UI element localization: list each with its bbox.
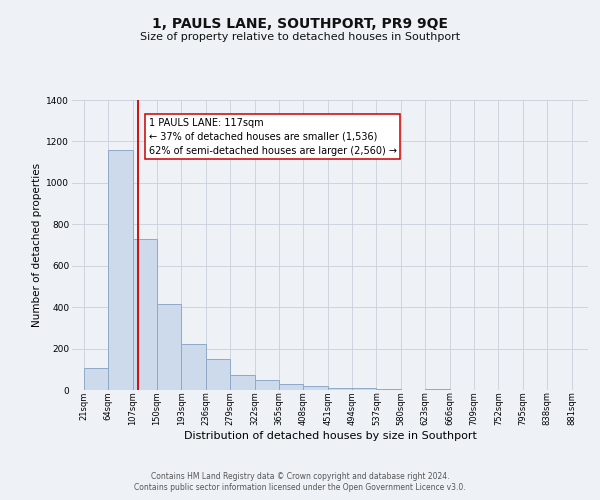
Bar — [206, 360, 230, 390]
X-axis label: Distribution of detached houses by size in Southport: Distribution of detached houses by size … — [184, 431, 476, 441]
Bar — [304, 386, 328, 390]
Bar — [181, 344, 206, 390]
Bar — [230, 375, 254, 390]
Bar — [84, 368, 108, 390]
Text: Size of property relative to detached houses in Southport: Size of property relative to detached ho… — [140, 32, 460, 42]
Bar — [376, 389, 401, 390]
Text: Contains HM Land Registry data © Crown copyright and database right 2024.: Contains HM Land Registry data © Crown c… — [151, 472, 449, 481]
Text: Contains public sector information licensed under the Open Government Licence v3: Contains public sector information licen… — [134, 484, 466, 492]
Text: 1, PAULS LANE, SOUTHPORT, PR9 9QE: 1, PAULS LANE, SOUTHPORT, PR9 9QE — [152, 18, 448, 32]
Bar — [328, 388, 352, 390]
Bar — [279, 384, 304, 390]
Text: 1 PAULS LANE: 117sqm
← 37% of detached houses are smaller (1,536)
62% of semi-de: 1 PAULS LANE: 117sqm ← 37% of detached h… — [149, 118, 397, 156]
Bar — [108, 150, 133, 390]
Y-axis label: Number of detached properties: Number of detached properties — [32, 163, 42, 327]
Bar — [133, 239, 157, 390]
Bar — [157, 304, 181, 390]
Bar — [352, 388, 376, 390]
Bar — [254, 380, 279, 390]
